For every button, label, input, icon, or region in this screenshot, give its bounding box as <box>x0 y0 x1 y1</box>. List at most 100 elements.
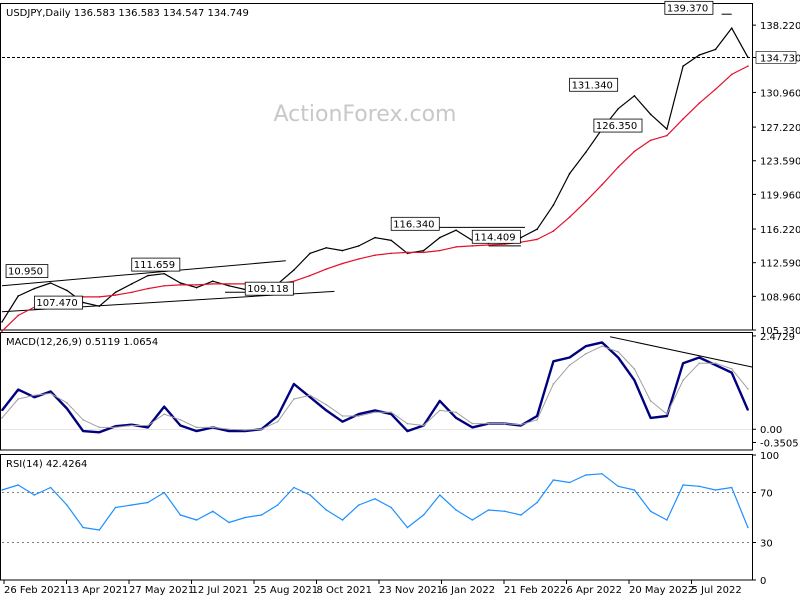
panel-frame-0 <box>0 3 753 331</box>
data-point-rsi <box>698 485 701 488</box>
data-point-moving-average <box>471 245 474 247</box>
data-point-rsi <box>520 514 522 516</box>
annotation-label: 10.950 <box>8 267 43 278</box>
data-point-signal <box>33 394 36 397</box>
data-point-macd <box>666 415 668 417</box>
data-point-price <box>163 272 165 275</box>
data-point-macd <box>455 417 457 419</box>
annotation-box <box>390 216 440 231</box>
ytick-label-rsi: 70 <box>760 489 773 500</box>
data-point-rsi <box>357 504 360 506</box>
data-point-signal <box>293 398 295 400</box>
data-point-signal <box>601 345 603 348</box>
data-point-moving-average <box>617 166 620 168</box>
ytick-label-price: 119.960 <box>760 190 800 201</box>
data-point-price <box>730 27 733 29</box>
data-point-signal <box>471 422 474 425</box>
xtick-label: 27 May 2021 <box>129 585 194 596</box>
data-point-rsi <box>228 521 230 524</box>
panel-header-macd: MACD(12,26,9) 0.5119 1.0654 <box>6 337 158 348</box>
data-point-macd <box>195 430 198 432</box>
data-point-signal <box>147 424 149 427</box>
data-point-price <box>649 113 652 116</box>
data-point-rsi <box>309 494 311 496</box>
data-point-price <box>147 274 149 277</box>
data-point-rsi <box>212 510 214 513</box>
data-point-signal <box>130 424 133 427</box>
data-point-rsi <box>374 497 376 500</box>
data-point-moving-average <box>730 73 733 76</box>
ytick-label-price: 138.220 <box>760 21 800 32</box>
data-point-signal <box>1 417 3 419</box>
data-point-signal <box>98 426 101 429</box>
annotation-box <box>34 295 83 310</box>
data-point-signal <box>536 419 538 421</box>
data-point-rsi <box>552 479 555 481</box>
data-point-macd <box>649 417 652 419</box>
annotation-label: 131.340 <box>572 80 613 91</box>
xtick-label: 6 Jan 2022 <box>442 585 496 596</box>
data-point-macd <box>341 420 344 423</box>
data-point-moving-average <box>422 251 425 254</box>
data-point-price <box>390 239 392 242</box>
data-point-signal <box>406 422 409 425</box>
data-point-signal <box>649 400 652 402</box>
data-point-rsi <box>195 519 198 521</box>
data-point-signal <box>487 422 490 425</box>
data-point-rsi <box>66 504 68 506</box>
ytick-label-macd: -0.3505 <box>760 438 799 449</box>
data-point-price <box>49 282 52 284</box>
data-point-rsi <box>471 519 474 521</box>
annotation-box <box>664 0 714 15</box>
data-point-signal <box>617 351 620 353</box>
annotation-label: 111.659 <box>134 260 175 271</box>
ytick-label-macd: 0.00 <box>760 425 782 436</box>
panel-header-rsi: RSI(14) 42.4264 <box>6 459 87 470</box>
data-point-moving-average <box>536 238 538 241</box>
data-point-price <box>1 321 3 323</box>
ytick-label-price: 123.590 <box>760 157 800 168</box>
data-point-signal <box>730 368 733 370</box>
annotation-box <box>5 264 49 278</box>
data-point-signal <box>179 419 182 421</box>
data-point-price <box>114 291 117 294</box>
data-point-signal <box>666 413 668 415</box>
data-point-rsi <box>568 481 571 484</box>
ytick-label-price: 134.730 <box>760 53 800 64</box>
series-line-macd <box>1 341 750 434</box>
data-point-rsi <box>17 484 20 486</box>
data-point-price <box>341 249 344 252</box>
trendline <box>1 260 286 287</box>
data-point-rsi <box>682 484 684 486</box>
data-point-rsi <box>747 526 749 529</box>
data-point-signal <box>276 420 279 423</box>
data-point-moving-average <box>357 258 360 260</box>
data-point-price <box>33 287 36 290</box>
data-point-rsi <box>390 506 392 509</box>
data-point-macd <box>439 400 441 402</box>
data-point-macd <box>98 431 101 434</box>
data-point-signal <box>455 411 457 414</box>
data-point-moving-average <box>487 244 490 246</box>
data-point-price <box>17 295 20 297</box>
data-point-macd <box>714 364 717 366</box>
data-point-signal <box>747 388 749 390</box>
data-point-macd <box>244 430 247 432</box>
data-point-rsi <box>130 504 133 506</box>
data-point-moving-average <box>293 280 295 282</box>
data-point-moving-average <box>698 102 701 104</box>
data-point-price <box>455 229 457 231</box>
watermark: ActionForex.com <box>274 102 457 127</box>
data-point-price <box>309 252 311 255</box>
data-point-moving-average <box>228 283 230 285</box>
data-point-moving-average <box>374 254 376 256</box>
data-point-moving-average <box>130 291 133 294</box>
data-point-moving-average <box>163 284 165 287</box>
data-point-moving-average <box>1 330 3 333</box>
data-point-moving-average <box>747 65 749 67</box>
data-point-moving-average <box>568 216 571 218</box>
data-point-signal <box>66 402 68 404</box>
data-point-price <box>422 249 425 252</box>
